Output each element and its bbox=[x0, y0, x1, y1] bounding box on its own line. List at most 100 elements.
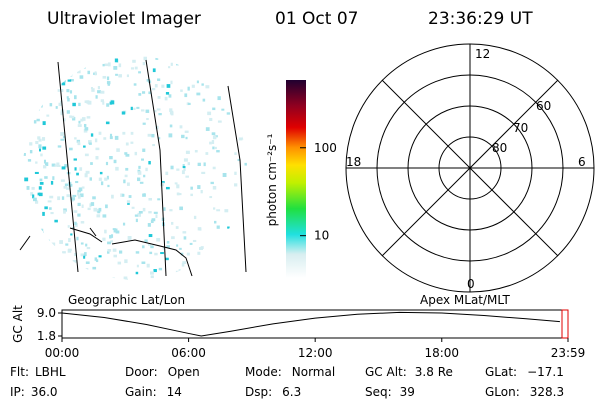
speckle bbox=[60, 70, 64, 74]
speckle bbox=[109, 133, 113, 137]
speckle bbox=[179, 206, 183, 211]
speckle bbox=[200, 58, 203, 61]
speckle bbox=[134, 66, 138, 70]
speckle bbox=[43, 70, 47, 74]
speckle bbox=[154, 252, 158, 256]
speckle bbox=[151, 218, 156, 222]
speckle bbox=[50, 261, 55, 264]
speckle bbox=[31, 107, 35, 112]
speckle bbox=[66, 110, 70, 114]
speckle bbox=[156, 108, 161, 111]
speckle bbox=[113, 228, 118, 233]
speckle bbox=[68, 272, 72, 277]
speckle bbox=[94, 279, 98, 280]
speckle bbox=[244, 192, 247, 197]
speckle bbox=[25, 70, 29, 73]
speckle bbox=[137, 177, 141, 182]
speckle bbox=[127, 236, 132, 240]
speckle bbox=[207, 67, 210, 70]
speckle bbox=[102, 237, 106, 241]
speckle bbox=[28, 279, 31, 280]
speckle bbox=[78, 187, 83, 192]
speckle bbox=[125, 278, 128, 280]
speckle bbox=[160, 252, 164, 255]
speckle bbox=[117, 261, 122, 265]
speckle bbox=[100, 181, 104, 186]
speckle bbox=[40, 264, 43, 267]
speckle bbox=[142, 122, 146, 125]
speckle bbox=[104, 63, 109, 67]
speckle bbox=[209, 141, 212, 145]
speckle bbox=[197, 162, 201, 167]
speckle bbox=[38, 186, 42, 190]
speckle bbox=[221, 108, 225, 111]
speckle bbox=[114, 58, 118, 63]
speckle bbox=[241, 244, 245, 248]
speckle bbox=[98, 279, 102, 280]
speckle bbox=[110, 234, 114, 238]
speckle bbox=[24, 208, 28, 212]
speckle bbox=[112, 248, 117, 252]
speckle bbox=[143, 193, 146, 196]
speckle bbox=[200, 189, 203, 194]
speckle bbox=[32, 263, 36, 267]
speckle bbox=[72, 260, 77, 263]
speckle bbox=[84, 100, 87, 104]
speckle bbox=[148, 91, 152, 95]
speckle bbox=[38, 138, 42, 142]
speckle bbox=[31, 186, 35, 190]
speckle bbox=[33, 120, 37, 124]
speckle bbox=[98, 131, 102, 135]
speckle bbox=[23, 194, 26, 197]
x-tick-label: 12:00 bbox=[298, 346, 333, 360]
speckle bbox=[176, 168, 180, 171]
speckle bbox=[137, 171, 142, 175]
polar-grid bbox=[345, 43, 595, 293]
speckle bbox=[67, 248, 72, 251]
speckle bbox=[55, 106, 58, 109]
speckle bbox=[33, 249, 37, 253]
speckle bbox=[40, 231, 44, 235]
speckle bbox=[51, 163, 56, 167]
speckle bbox=[230, 266, 234, 270]
speckle bbox=[63, 210, 66, 214]
speckle bbox=[39, 228, 44, 232]
speckle bbox=[46, 239, 50, 244]
speckle bbox=[174, 182, 178, 185]
speckle bbox=[126, 74, 129, 78]
speckle bbox=[67, 98, 70, 102]
speckle bbox=[209, 196, 213, 199]
speckle bbox=[243, 197, 246, 201]
speckle bbox=[83, 65, 86, 69]
ring-label: 80 bbox=[492, 141, 507, 155]
speckle bbox=[205, 127, 210, 131]
speckle bbox=[184, 130, 189, 133]
speckle bbox=[84, 153, 89, 157]
speckle bbox=[205, 85, 210, 89]
speckle bbox=[121, 111, 126, 115]
speckle bbox=[30, 85, 33, 89]
meridian bbox=[57, 61, 79, 273]
speckle bbox=[189, 242, 193, 245]
speckle bbox=[185, 150, 190, 154]
hour-label: 12 bbox=[475, 47, 490, 61]
speckle bbox=[40, 78, 43, 81]
speckle bbox=[87, 207, 91, 211]
speckle bbox=[23, 63, 27, 68]
speckle bbox=[234, 69, 238, 72]
speckle bbox=[94, 71, 97, 76]
speckle bbox=[169, 124, 173, 128]
speckle bbox=[100, 99, 105, 103]
speckle bbox=[155, 56, 159, 60]
speckle bbox=[123, 179, 126, 184]
speckle bbox=[227, 248, 230, 253]
speckle bbox=[146, 263, 150, 268]
speckle bbox=[69, 73, 73, 77]
speckle bbox=[182, 278, 186, 280]
speckle bbox=[63, 186, 68, 189]
speckle bbox=[99, 171, 103, 175]
speckle bbox=[134, 151, 138, 156]
speckle bbox=[175, 59, 179, 64]
speckle bbox=[107, 250, 110, 254]
status-label: GLon: bbox=[485, 385, 520, 399]
